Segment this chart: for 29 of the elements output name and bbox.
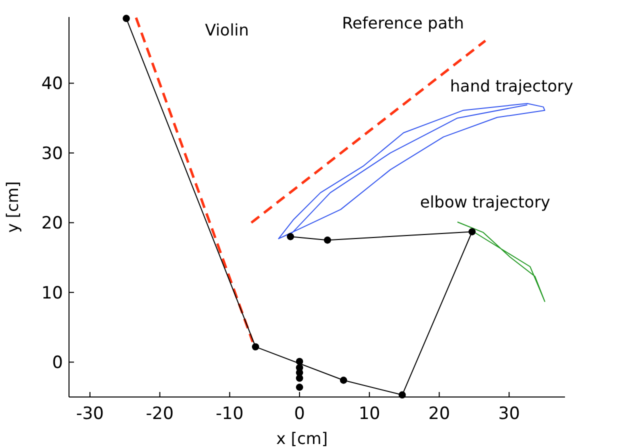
point	[252, 343, 260, 350]
x-tick-label: 10	[358, 404, 380, 424]
point	[122, 14, 130, 22]
point	[296, 384, 304, 391]
point	[398, 391, 406, 399]
point	[468, 228, 476, 236]
y-tick-label: 10	[41, 283, 63, 304]
point	[340, 376, 348, 384]
point	[324, 236, 332, 244]
y-tick-label: 40	[41, 74, 63, 94]
annotation: hand trajectory	[450, 76, 574, 96]
y-axis-title: y [cm]	[3, 181, 22, 233]
x-tick-label: 0	[294, 404, 305, 424]
annotation: Violin	[205, 20, 249, 40]
y-tick-label: 20	[41, 214, 63, 234]
x-tick-label: -10	[216, 404, 244, 424]
x-tick-label: -30	[76, 404, 104, 424]
annotation: elbow trajectory	[420, 192, 550, 212]
point	[296, 358, 304, 366]
x-tick-label: 30	[498, 404, 520, 424]
y-tick-label: 30	[41, 144, 63, 164]
line-series	[456, 221, 546, 302]
x-tick-label: -20	[146, 404, 174, 424]
annotation: Reference path	[342, 14, 464, 33]
x-tick-label: 20	[428, 404, 450, 424]
point	[296, 374, 304, 382]
y-tick-label: 0	[52, 353, 63, 374]
x-axis-title: x [cm]	[276, 429, 328, 448]
point	[286, 233, 294, 240]
